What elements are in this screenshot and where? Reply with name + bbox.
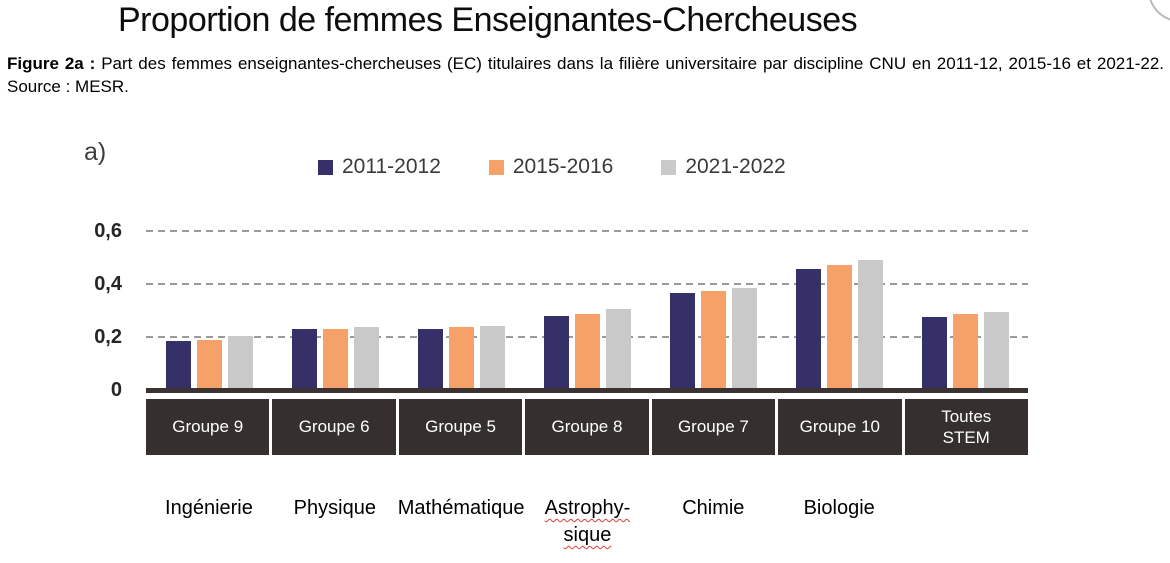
discipline-label: Chimie [650, 495, 776, 549]
legend-swatch [318, 159, 333, 175]
bar [952, 314, 978, 390]
bar [795, 269, 821, 390]
bar [983, 311, 1009, 390]
category-label: Groupe 7 [677, 417, 749, 437]
bar [353, 326, 379, 390]
bar-group [398, 231, 524, 390]
bar [574, 313, 600, 390]
bar [322, 329, 348, 390]
legend-label: 2011-2012 [342, 155, 441, 178]
legend-item: 2015-2016 [488, 155, 614, 179]
chart-legend: 2011-2012 2015-2016 2021-2022 [318, 155, 786, 179]
gridline [146, 230, 1028, 232]
panel-label: a) [84, 138, 107, 166]
category-label: Groupe 9 [172, 417, 244, 437]
category-label: Groupe 8 [551, 417, 623, 437]
legend-swatch [661, 159, 677, 175]
y-tick-label: 0,6 [94, 220, 122, 242]
bar [417, 329, 443, 390]
bar [826, 265, 852, 390]
bar-group [146, 231, 272, 390]
category-label: Groupe 5 [425, 417, 496, 437]
y-axis-ticks: 0,6 0,4 0,2 0 [58, 220, 122, 401]
circle-decoration [1148, 0, 1170, 22]
bar [921, 317, 947, 390]
discipline-label: Ingénierie [146, 495, 272, 549]
discipline-label: Astrophy-sique [525, 495, 651, 549]
discipline-label-line: Biologie [803, 497, 875, 519]
category-label: Toutes STEM [941, 406, 992, 447]
discipline-label: Mathématique [398, 495, 525, 549]
discipline-labels: Ingénierie Physique Mathématique Astrophy-s… [146, 495, 1028, 549]
legend-swatch [488, 159, 504, 175]
discipline-label-line: Ingénierie [165, 497, 253, 519]
category-box: Groupe 7 [651, 399, 776, 455]
legend-label: 2021-2022 [685, 155, 786, 178]
figure-caption-label: Figure 2a : [7, 54, 96, 73]
bar [196, 339, 222, 390]
bar [605, 308, 631, 390]
discipline-label-line: Mathématique [397, 497, 525, 519]
bar-group [902, 231, 1028, 390]
bar [700, 290, 726, 390]
category-box: Groupe 9 [146, 399, 270, 455]
legend-item: 2011-2012 [318, 155, 441, 179]
discipline-label-line: sique [563, 524, 612, 546]
category-label: Groupe 6 [298, 417, 370, 437]
y-tick-label: 0,4 [94, 273, 122, 295]
bar [227, 335, 253, 390]
bar [857, 260, 883, 390]
category-label: Groupe 10 [799, 417, 880, 437]
discipline-label: Physique [272, 495, 398, 549]
figure-caption: Figure 2a : Part des femmes enseignantes… [7, 52, 1164, 98]
bar-chart-plot [146, 230, 1028, 393]
bar-group [650, 231, 776, 390]
bar [291, 329, 317, 390]
y-tick-label: 0 [110, 379, 122, 401]
gridline [146, 283, 1028, 285]
bar [448, 327, 474, 390]
legend-item: 2021-2022 [661, 155, 786, 179]
bar [731, 287, 757, 390]
discipline-label-line: Physique [293, 497, 376, 519]
category-box: Groupe 6 [272, 399, 396, 455]
discipline-label-line: Astrophy- [544, 497, 631, 519]
figure-caption-text: Part des femmes enseignantes-chercheuses… [7, 54, 1164, 96]
legend-label: 2015-2016 [512, 155, 614, 178]
bar [165, 340, 191, 390]
category-axis: Groupe 9 Groupe 6 Groupe 5 Groupe 8 Groupe 7… [146, 399, 1028, 455]
x-axis-line [146, 388, 1028, 393]
bar [479, 325, 505, 390]
category-box: Toutes STEM [904, 399, 1028, 455]
discipline-label-line: Chimie [682, 497, 745, 519]
bar-group [776, 231, 902, 390]
discipline-label [902, 495, 1028, 549]
bar-series [146, 231, 1028, 390]
category-box: Groupe 10 [778, 399, 902, 455]
discipline-label: Biologie [776, 495, 902, 549]
bar-group [272, 231, 398, 390]
page-title: Proportion de femmes Enseignantes-Cherch… [118, 1, 858, 39]
bar [543, 315, 569, 390]
bar [669, 293, 695, 390]
category-box: Groupe 8 [525, 399, 649, 455]
y-tick-label: 0,2 [94, 326, 122, 348]
category-box: Groupe 5 [398, 399, 523, 455]
bar-group [524, 231, 650, 390]
